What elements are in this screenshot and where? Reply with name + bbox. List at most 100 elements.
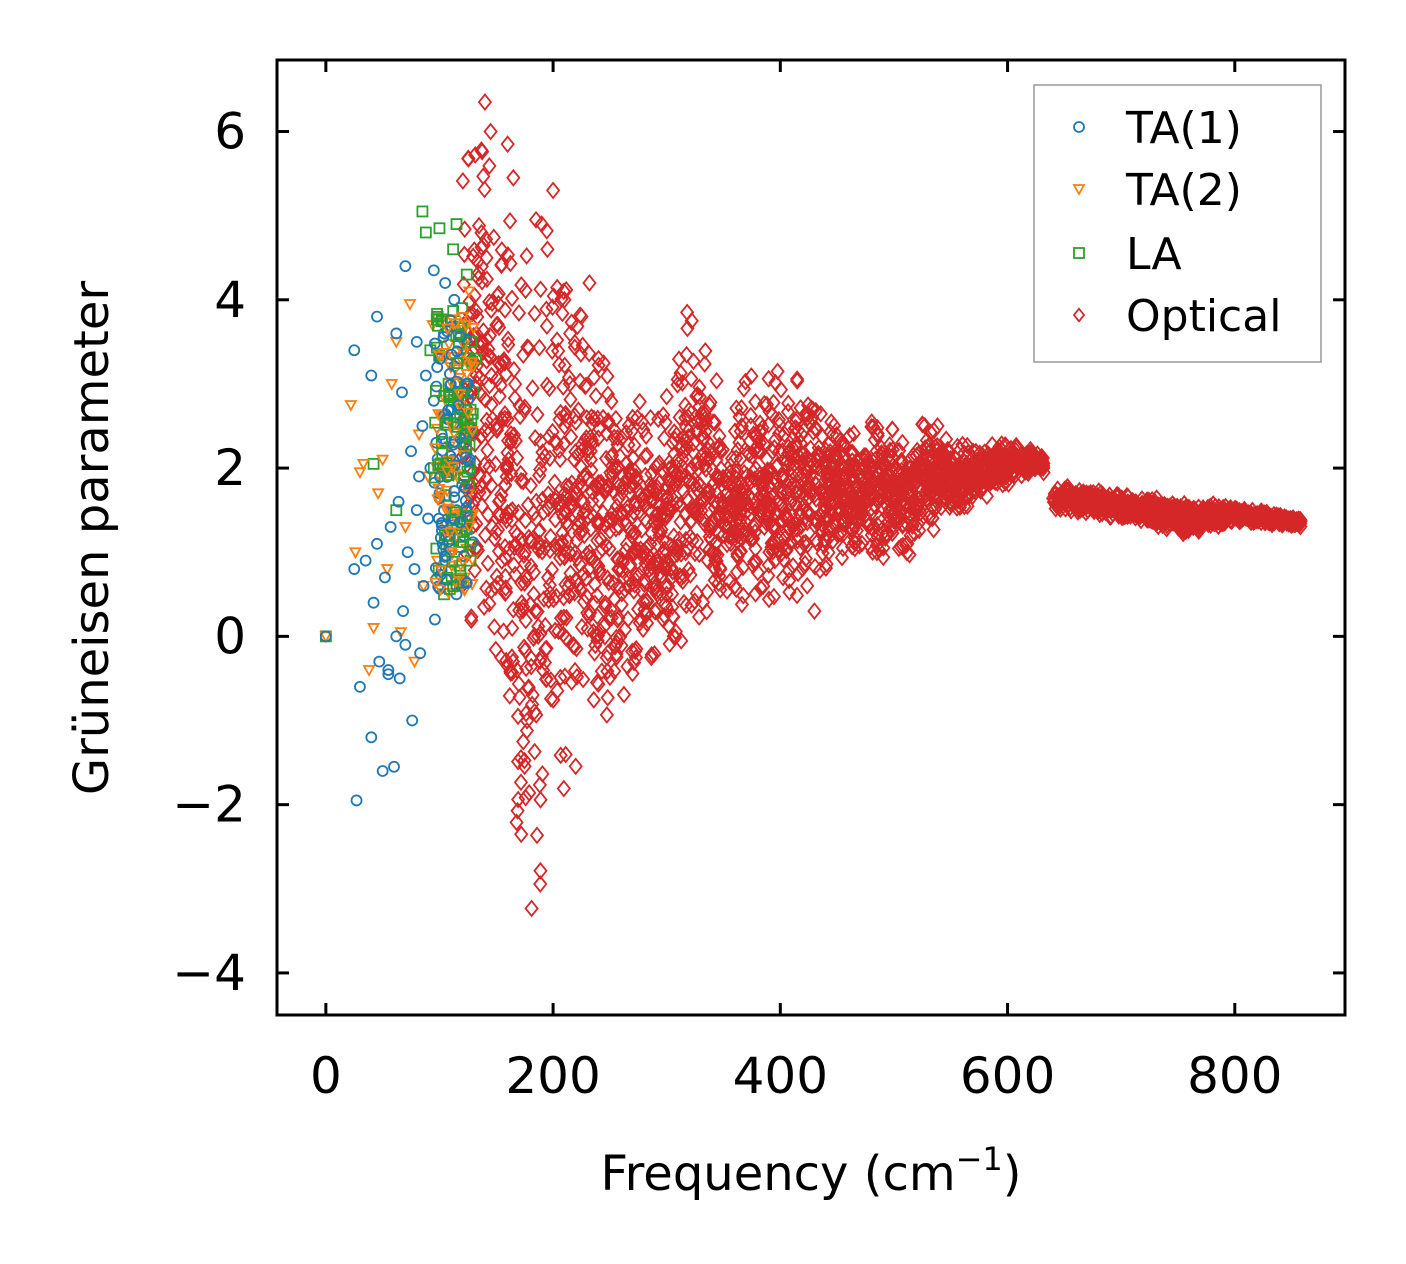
optical-point xyxy=(730,462,745,481)
optical-point xyxy=(591,491,607,510)
optical-point xyxy=(510,801,525,820)
optical-point xyxy=(731,516,747,535)
la-point xyxy=(429,416,442,429)
optical-point xyxy=(645,566,660,585)
optical-point xyxy=(651,410,666,429)
optical-point xyxy=(739,502,754,521)
optical-point xyxy=(612,578,627,596)
optical-point xyxy=(815,522,830,541)
optical-point xyxy=(775,441,790,460)
optical-point xyxy=(1212,502,1228,521)
optical-point xyxy=(926,460,941,479)
optical-point xyxy=(598,594,613,613)
optical-point-outlier xyxy=(684,311,699,330)
optical-point xyxy=(780,483,796,502)
ta-1-point xyxy=(367,596,380,609)
optical-point xyxy=(563,390,578,409)
optical-point xyxy=(1189,514,1204,532)
optical-point xyxy=(666,627,681,646)
ta-2-point xyxy=(453,389,467,401)
optical-point xyxy=(833,510,848,528)
ta-1-point xyxy=(348,344,361,357)
optical-point xyxy=(829,447,844,466)
optical-point xyxy=(773,380,789,399)
ta-1-point xyxy=(451,345,463,358)
optical-point xyxy=(804,399,819,418)
optical-point xyxy=(800,504,815,523)
ta-2-point xyxy=(441,323,455,336)
optical-point xyxy=(1236,501,1252,520)
optical-point xyxy=(502,686,517,705)
optical-point xyxy=(672,408,687,427)
optical-point xyxy=(893,537,909,556)
optical-point xyxy=(902,486,917,505)
optical-point xyxy=(814,514,830,533)
optical-point xyxy=(876,548,891,567)
optical-point xyxy=(929,469,944,488)
optical-point xyxy=(500,459,515,478)
ta-1-point xyxy=(401,546,414,559)
optical-point xyxy=(649,559,665,577)
optical-point xyxy=(556,282,571,301)
optical-point xyxy=(504,431,519,450)
ta-2-point xyxy=(459,320,473,332)
optical-point xyxy=(870,524,886,543)
optical-point xyxy=(1164,511,1179,530)
optical-point xyxy=(678,408,693,427)
ta-2-point xyxy=(433,351,447,363)
optical-point xyxy=(496,622,511,641)
optical-point xyxy=(547,473,562,492)
x-axis-title-tail: ) xyxy=(1003,1146,1022,1202)
optical-point xyxy=(798,404,813,423)
ta-2-point xyxy=(462,521,476,534)
ta-1-point xyxy=(399,260,412,273)
optical-point xyxy=(549,331,565,350)
optical-point xyxy=(1075,486,1090,505)
optical-point xyxy=(556,547,572,566)
optical-point xyxy=(516,597,531,616)
optical-point xyxy=(874,447,889,466)
optical-point xyxy=(492,387,507,406)
optical-point xyxy=(823,493,838,512)
optical-point-outlier xyxy=(582,274,597,292)
optical-point xyxy=(761,369,776,388)
x-axis-title: Frequency (cm−1) xyxy=(600,1140,1021,1202)
optical-point xyxy=(579,429,594,447)
optical-point xyxy=(587,477,603,496)
optical-point xyxy=(903,526,918,545)
optical-point xyxy=(551,342,566,360)
optical-point xyxy=(853,496,868,514)
optical-point xyxy=(711,574,726,593)
optical-point xyxy=(555,533,570,552)
x-tick-label: 400 xyxy=(733,1047,828,1105)
ta-1-point xyxy=(410,335,423,348)
optical-point xyxy=(599,536,614,555)
optical-point xyxy=(600,385,616,404)
optical-point-outlier xyxy=(727,576,743,595)
optical-point xyxy=(647,644,662,663)
optical-point xyxy=(551,441,567,460)
ta-2-point xyxy=(319,631,333,644)
optical-point xyxy=(531,617,546,636)
optical-point xyxy=(591,429,606,448)
optical-point xyxy=(827,466,843,485)
optical-point xyxy=(1034,451,1050,470)
optical-point xyxy=(627,496,642,515)
optical-point xyxy=(524,899,539,918)
optical-point xyxy=(611,458,626,477)
optical-point xyxy=(659,499,675,518)
optical-point xyxy=(572,555,587,574)
x-tick-label: 800 xyxy=(1187,1047,1282,1105)
ta-1-point xyxy=(448,293,461,306)
optical-point xyxy=(600,662,615,681)
optical-point xyxy=(692,545,707,564)
optical-point xyxy=(474,272,490,291)
ta-1-point xyxy=(379,571,391,584)
optical-point xyxy=(512,540,527,559)
optical-point xyxy=(742,445,757,464)
optical-point xyxy=(482,292,497,311)
optical-point xyxy=(553,668,568,687)
optical-point xyxy=(852,536,867,555)
ta-2-point xyxy=(444,546,458,559)
optical-point xyxy=(812,561,828,580)
